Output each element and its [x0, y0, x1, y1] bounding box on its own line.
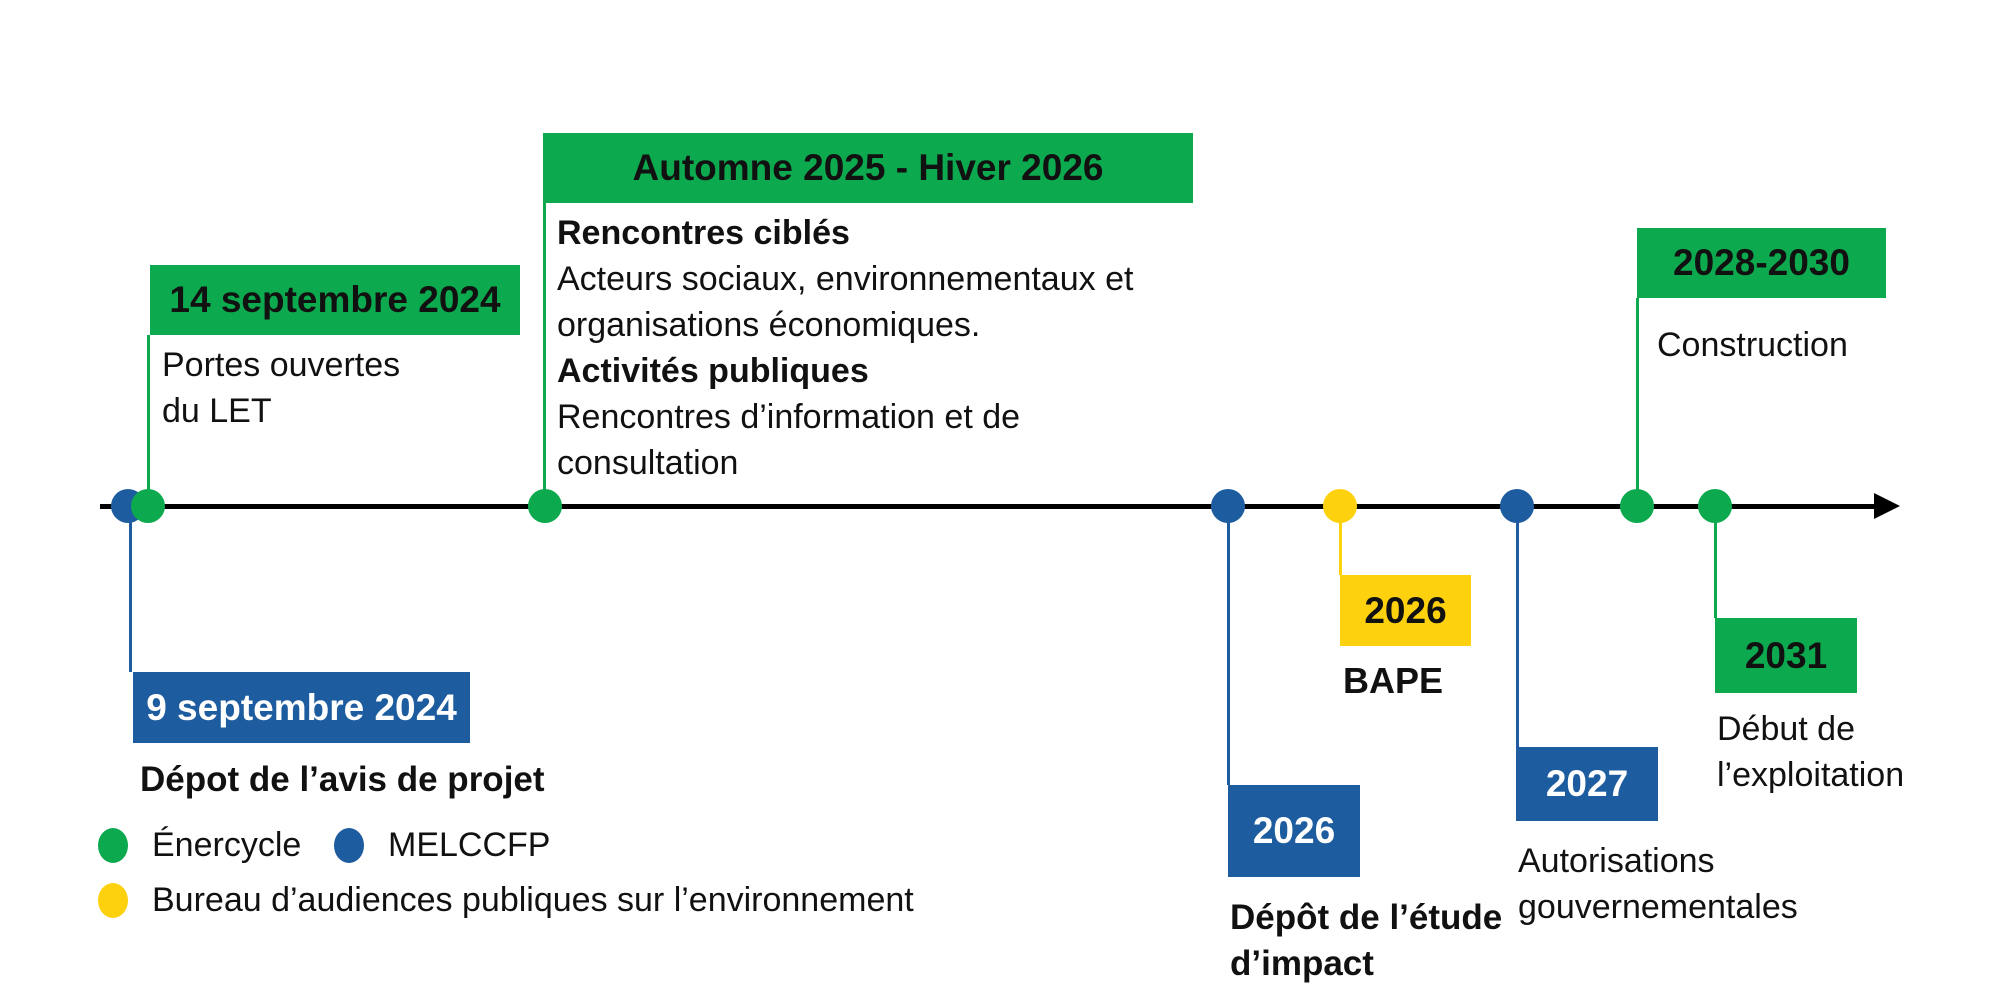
date-box-exploitation: 2031 [1715, 618, 1857, 693]
description-line: Acteurs sociaux, environnementaux et [557, 260, 1134, 298]
date-box-autorisations: 2027 [1516, 747, 1658, 821]
date-box-avis-projet: 9 septembre 2024 [133, 672, 470, 743]
description-line: Dépot de l’avis de projet [140, 760, 545, 799]
connector-autorisations [1516, 506, 1519, 747]
timeline-dot-rencontres [528, 489, 562, 523]
date-box-bape: 2026 [1340, 575, 1471, 646]
connector-etude-impact [1227, 506, 1230, 785]
description-line: Rencontres d’information et de [557, 398, 1021, 436]
description-line: Dépôt de l’étude [1230, 898, 1503, 937]
connector-construction [1636, 298, 1639, 506]
description-line: d’impact [1230, 944, 1374, 983]
connector-bape [1339, 506, 1342, 575]
description-line: l’exploitation [1717, 756, 1905, 794]
description-line: Activités publiques [557, 352, 869, 390]
description-line: BAPE [1343, 660, 1444, 701]
timeline-axis [100, 504, 1878, 509]
date-box-rencontres: Automne 2025 - Hiver 2026 [543, 133, 1193, 203]
description-line: Rencontres ciblés [557, 214, 850, 252]
description-line: Autorisations [1518, 842, 1715, 880]
connector-rencontres [543, 203, 546, 506]
description-line: organisations économiques. [557, 306, 981, 344]
date-box-portes-ouvertes: 14 septembre 2024 [150, 265, 520, 335]
description-portes-ouvertes: Portes ouvertes du LET [162, 342, 400, 434]
timeline-dot-bape [1323, 489, 1357, 523]
description-line: Construction [1657, 326, 1848, 364]
legend-item-enercycle: Énercycle [98, 825, 301, 865]
description-line: Début de [1717, 710, 1855, 748]
legend-dot-bape-icon [98, 882, 128, 918]
timeline-dot-etude-impact [1211, 489, 1245, 523]
description-rencontres: Rencontres ciblés Acteurs sociaux, envir… [557, 210, 1133, 486]
connector-exploitation [1714, 506, 1717, 618]
legend-item-melccfp: MELCCFP [334, 825, 550, 865]
timeline-arrow-head [1874, 493, 1900, 519]
description-avis-projet: Dépot de l’avis de projet [140, 757, 545, 803]
timeline-dot-portes-ouvertes [131, 489, 165, 523]
legend-dot-enercycle-icon [98, 827, 128, 863]
legend-label: Énercycle [152, 825, 302, 864]
timeline-dot-construction [1620, 489, 1654, 523]
legend-item-bape: Bureau d’audiences publiques sur l’envir… [98, 880, 914, 920]
description-line: du LET [162, 392, 272, 430]
connector-portes-ouvertes [147, 335, 150, 506]
legend-dot-melccfp-icon [334, 827, 364, 863]
date-box-etude-impact: 2026 [1228, 785, 1360, 877]
date-box-construction: 2028-2030 [1637, 228, 1886, 298]
timeline-dot-autorisations [1500, 489, 1534, 523]
description-etude-impact: Dépôt de l’étude d’impact [1230, 895, 1502, 987]
description-line: consultation [557, 444, 739, 482]
legend-label: MELCCFP [388, 825, 551, 864]
legend-label: Bureau d’audiences publiques sur l’envir… [152, 880, 914, 919]
description-line: gouvernementales [1518, 888, 1798, 926]
description-autorisations: Autorisations gouvernementales [1518, 838, 1798, 930]
timeline-dot-exploitation [1698, 489, 1732, 523]
description-bape: BAPE [1343, 658, 1443, 704]
description-line: Portes ouvertes [162, 346, 401, 384]
description-construction: Construction [1657, 322, 1848, 368]
description-exploitation: Début de l’exploitation [1717, 706, 1904, 798]
connector-avis-projet [129, 506, 132, 672]
